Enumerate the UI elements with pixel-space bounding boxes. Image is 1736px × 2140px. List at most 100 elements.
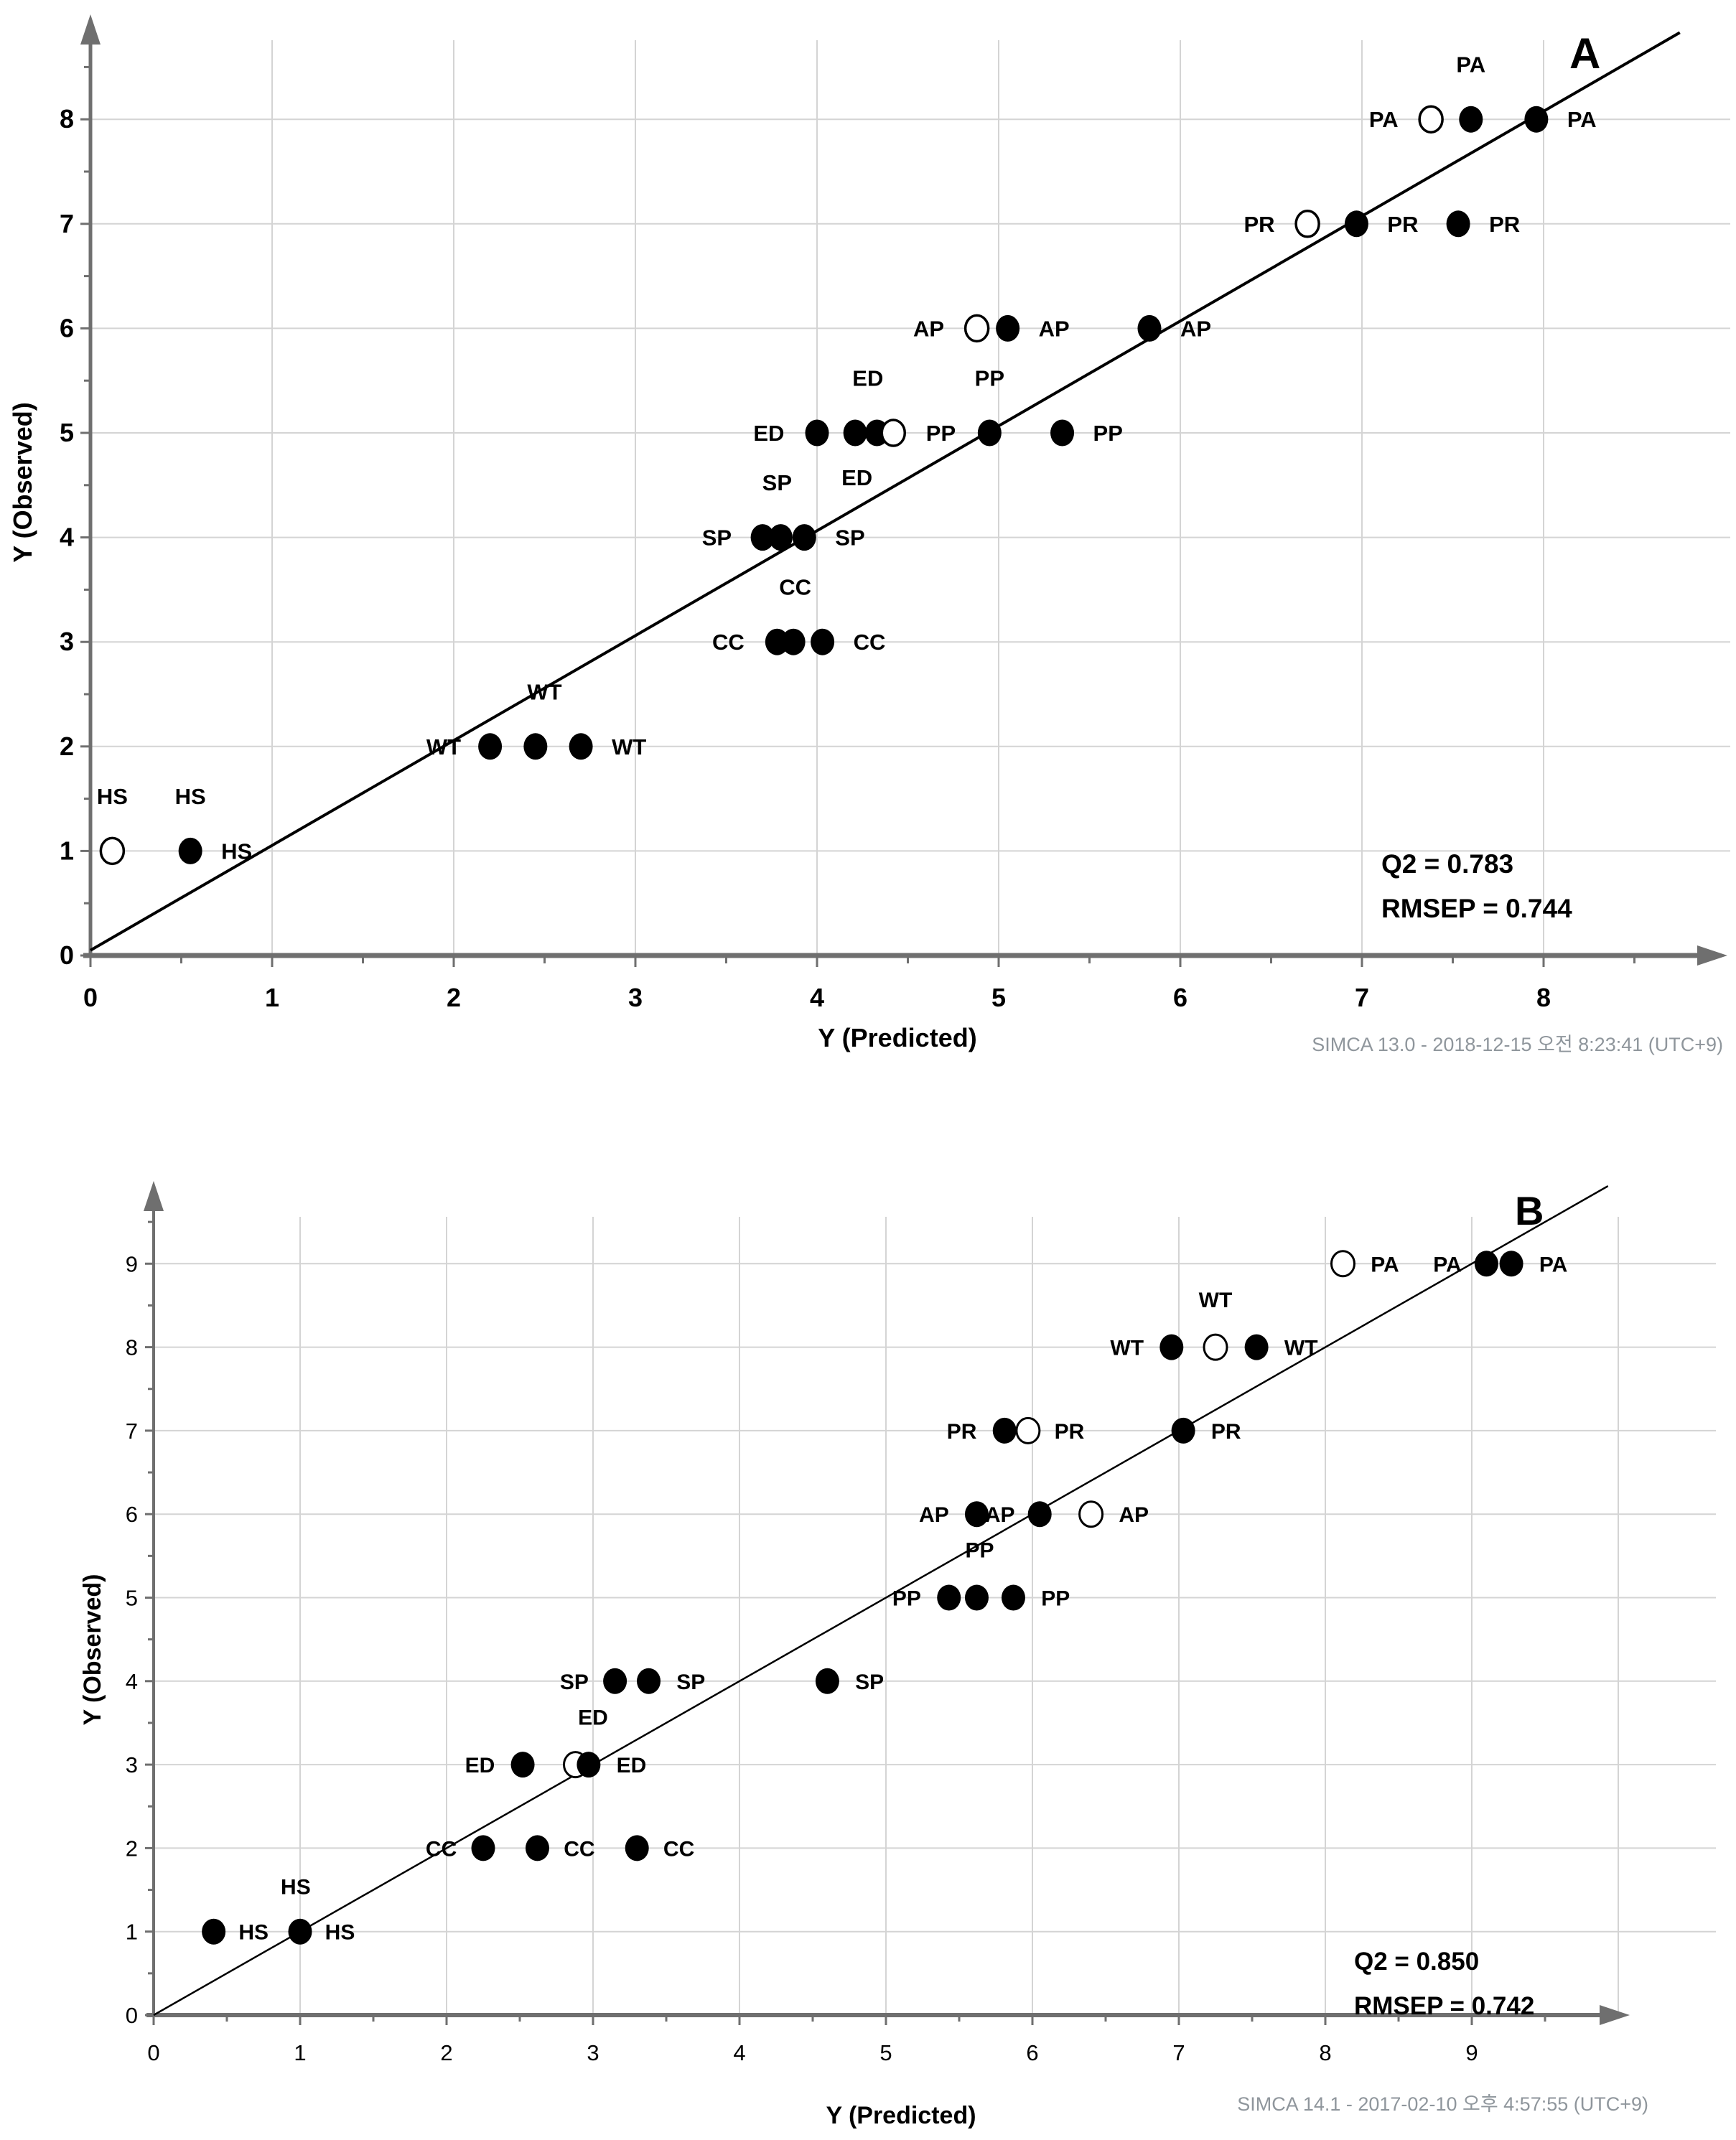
y-tick-label: 7 [126, 1419, 138, 1444]
panel-b-q2-value: Q2 = 0.850 [1354, 1948, 1479, 1976]
data-point-pp-filled [1050, 419, 1075, 447]
point-label-pr: PR [1211, 1420, 1241, 1444]
panel-a-rmsep-value: RMSEP = 0.744 [1381, 894, 1572, 923]
data-points [99, 105, 1549, 866]
data-point-pa-open [1418, 105, 1444, 134]
data-point-sp-filled [815, 1668, 839, 1694]
data-point-cc-filled [765, 628, 789, 655]
panel-b-corner-label: B [1515, 1188, 1544, 1233]
data-point-ap-filled [996, 314, 1020, 342]
data-point-ap-filled [1027, 1501, 1052, 1528]
y-tick-label: 9 [126, 1251, 138, 1276]
data-point-cc-filled [781, 628, 806, 655]
data-point-wt-open [1203, 1333, 1228, 1361]
panel-b-x-axis-title: Y (Predicted) [826, 2102, 976, 2129]
point-label-pr: PR [1243, 212, 1274, 237]
y-tick-label: 1 [60, 836, 74, 865]
gridlines [154, 1217, 1716, 2015]
gridlines [90, 40, 1730, 955]
y-axis-arrowhead [80, 14, 101, 45]
point-label-ap: AP [913, 316, 944, 341]
y-axis-arrowhead [144, 1181, 164, 1211]
point-label-hs: HS [281, 1875, 311, 1899]
point-labels: HS HS HS WT WT WT CC CC CC SP SP SP ED ED ED PP PP PP AP AP… [97, 52, 1597, 864]
data-point-sp-filled [603, 1668, 627, 1694]
data-point-ed-filled [843, 419, 867, 447]
data-point-ap-open [1078, 1500, 1104, 1528]
point-label-ed: ED [465, 1754, 495, 1777]
point-label-sp: SP [560, 1671, 589, 1694]
y-tick-label: 5 [126, 1586, 138, 1611]
x-axis-arrowhead [1697, 945, 1727, 966]
panel-a: 0 1 2 3 4 5 6 7 8 0 1 2 3 4 5 6 7 8 HS HS HS WT WT WT CC CC CC SP SP… [60, 14, 1730, 1012]
data-point-cc-filled [525, 1835, 549, 1861]
point-label-pp: PP [1041, 1587, 1070, 1611]
point-label-ap: AP [985, 1503, 1015, 1527]
x-axis-arrowhead [1600, 2005, 1630, 2025]
point-label-pr: PR [1489, 212, 1520, 237]
data-point-pa-filled [1474, 1251, 1498, 1277]
x-tick-label: 1 [294, 2040, 306, 2065]
data-point-pa-open [1330, 1250, 1355, 1278]
data-point-sp-filled [750, 524, 775, 551]
y-tick-label: 0 [126, 2003, 138, 2028]
data-point-pp-filled [964, 1584, 989, 1611]
panel-a-corner-label: A [1569, 29, 1600, 78]
x-tick-label: 6 [1173, 983, 1187, 1012]
point-label-sp: SP [676, 1671, 705, 1694]
x-tick-label: 8 [1536, 983, 1551, 1012]
point-label-wt: WT [426, 734, 461, 760]
x-tick-label: 7 [1172, 2040, 1185, 2065]
data-point-pa-filled [1499, 1251, 1523, 1277]
point-label-pp: PP [1093, 421, 1123, 446]
point-label-cc: CC [564, 1837, 594, 1861]
x-tick-label: 7 [1355, 983, 1369, 1012]
data-point-pr-open [1015, 1416, 1041, 1444]
point-label-ap: AP [1119, 1503, 1149, 1527]
data-point-hs-filled [178, 837, 202, 864]
point-label-sp: SP [762, 470, 792, 495]
point-label-hs: HS [175, 784, 206, 809]
x-tick-label: 3 [587, 2040, 599, 2065]
tick-marks [145, 1220, 1546, 2025]
y-tick-label: 0 [60, 940, 74, 970]
panel-b-y-axis-title: Y (Observed) [79, 1574, 106, 1725]
point-label-ap: AP [1180, 316, 1211, 341]
point-label-pa: PA [1433, 1253, 1461, 1276]
point-label-cc: CC [712, 630, 745, 655]
data-point-wt-filled [1244, 1334, 1269, 1360]
x-tick-label: 8 [1319, 2040, 1331, 2065]
point-labels: HS HS HS CC CC CC ED ED ED SP SP SP PP PP PP AP AP AP PR PR… [238, 1253, 1567, 1944]
point-label-hs: HS [221, 838, 252, 864]
y-tick-label: 3 [126, 1752, 138, 1777]
point-label-ap: AP [919, 1503, 949, 1527]
point-label-ap: AP [1039, 316, 1070, 341]
panel-a-x-axis-title: Y (Predicted) [818, 1023, 976, 1052]
point-label-wt: WT [1199, 1289, 1233, 1312]
x-tick-label: 9 [1465, 2040, 1478, 2065]
tick-marks [80, 65, 1635, 967]
point-label-pa: PA [1369, 107, 1399, 132]
point-label-pp: PP [926, 421, 956, 446]
data-point-cc-filled [811, 628, 835, 655]
point-label-cc: CC [426, 1837, 457, 1861]
point-label-pp: PP [892, 1587, 921, 1611]
y-tick-label: 5 [60, 418, 74, 447]
data-point-pr-filled [1171, 1417, 1195, 1444]
data-point-hs-open [99, 836, 126, 866]
y-tick-label: 4 [126, 1669, 138, 1694]
data-point-pp-filled [977, 419, 1002, 447]
point-label-ed: ED [841, 465, 872, 490]
panel-a-q2-value: Q2 = 0.783 [1381, 849, 1513, 879]
x-tick-label: 6 [1026, 2040, 1038, 2065]
x-tick-label: 3 [628, 983, 643, 1012]
data-point-ed-filled [510, 1752, 535, 1778]
tick-labels: 0 1 2 3 4 5 6 7 8 0 1 2 3 4 5 6 7 8 [60, 104, 1551, 1012]
panel-a-software-footer: SIMCA 13.0 - 2018-12-15 오전 8:23:41 (UTC+… [1312, 1034, 1723, 1055]
x-tick-label: 4 [733, 2040, 745, 2065]
point-label-hs: HS [97, 784, 128, 809]
data-point-ap-filled [1137, 314, 1162, 342]
y-tick-label: 1 [126, 1920, 138, 1945]
data-point-ap-open [963, 314, 990, 343]
